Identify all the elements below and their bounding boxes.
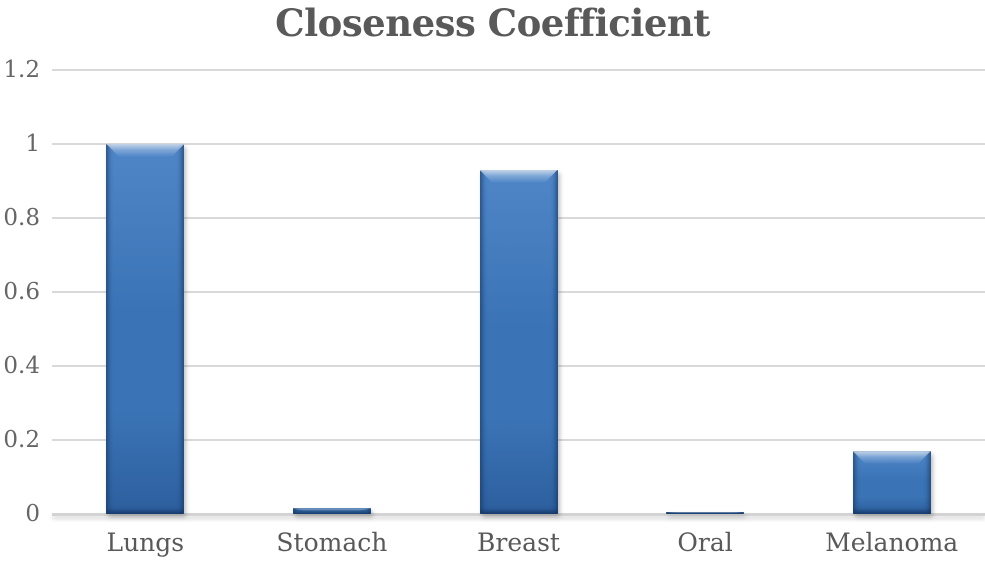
y-tick-label: 0	[25, 501, 40, 527]
bar-melanoma	[852, 451, 931, 514]
plot-area	[52, 69, 985, 516]
category-label-melanoma: Melanoma	[825, 528, 959, 557]
bar-bevel-highlight	[106, 144, 185, 157]
bar-bevel-highlight	[479, 169, 558, 183]
category-label-breast: Breast	[477, 528, 560, 557]
category-label-stomach: Stomach	[276, 528, 388, 557]
bar-bevel-highlight	[666, 512, 745, 513]
category-label-lungs: Lungs	[106, 528, 185, 557]
bar-bevel-highlight	[292, 508, 371, 511]
bar-bevel-highlight	[852, 451, 931, 465]
y-tick-label: 0.4	[3, 353, 40, 379]
bar-stomach	[292, 508, 371, 514]
category-label-oral: Oral	[677, 528, 733, 557]
bar-oral	[666, 512, 745, 514]
gridline	[52, 143, 985, 145]
y-tick-label: 1.2	[3, 57, 40, 83]
gridline	[52, 69, 985, 71]
chart-title: Closeness Coefficient	[275, 1, 710, 45]
bar-breast	[479, 169, 558, 514]
y-tick-label: 0.6	[3, 279, 40, 305]
y-tick-label: 0.2	[3, 427, 40, 453]
y-tick-label: 1	[25, 131, 40, 157]
x-axis-line	[52, 513, 985, 516]
bar-lungs	[106, 144, 185, 514]
y-tick-label: 0.8	[3, 205, 40, 231]
